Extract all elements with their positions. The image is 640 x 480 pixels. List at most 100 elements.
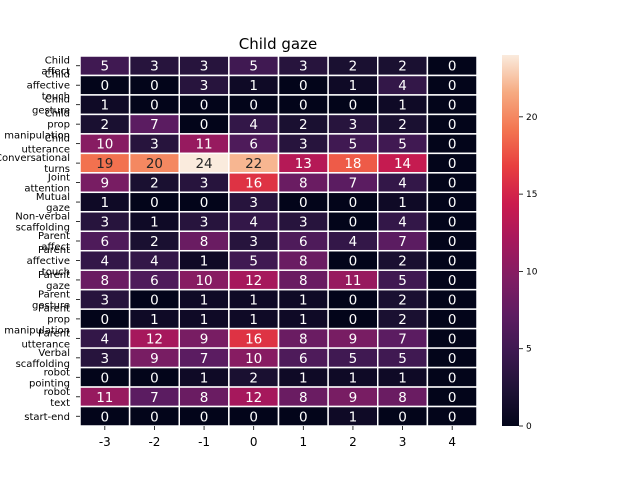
colorbar-tick-label: 20 (526, 113, 538, 123)
cell-value-label: 0 (249, 98, 258, 114)
cell-value-label: 3 (101, 292, 110, 308)
cell-value-label: 0 (448, 351, 457, 367)
cell-value-label: 5 (249, 253, 258, 269)
cell-value-label: 12 (245, 273, 262, 289)
cell-value-label: 0 (349, 292, 358, 308)
cell-value-label: 9 (349, 331, 358, 347)
cell-value-label: 0 (101, 312, 110, 328)
cell-value-label: 5 (349, 351, 358, 367)
cell-value-label: 0 (299, 409, 308, 425)
y-tick-label: Conversational turns (0, 153, 70, 175)
y-tick-label: Parent gesture (32, 289, 70, 311)
y-tick-label: Parent utterance (21, 328, 70, 350)
cell-value-label: 7 (349, 176, 358, 192)
cell-value-label: 3 (249, 234, 258, 250)
cell-value-label: 0 (448, 273, 457, 289)
cell-value-label: 5 (398, 273, 407, 289)
cell-value-label: 20 (146, 156, 163, 172)
cell-value-label: 0 (448, 137, 457, 153)
cell-value-label: 9 (150, 351, 159, 367)
y-tick-label: Joint attention (24, 173, 70, 195)
cell-value-label: 0 (150, 370, 159, 386)
cell-value-label: 0 (448, 215, 457, 231)
cell-value-label: 0 (349, 215, 358, 231)
cell-value-label: 0 (150, 409, 159, 425)
cell-value-label: 2 (349, 59, 358, 75)
colorbar-tick-label: 5 (526, 345, 532, 355)
x-tick-label: 0 (250, 435, 258, 449)
cell-value-label: 0 (448, 390, 457, 406)
cell-value-label: 0 (448, 234, 457, 250)
cell-value-label: 2 (101, 117, 110, 133)
cell-value-label: 11 (195, 137, 212, 153)
cell-value-label: 11 (344, 273, 361, 289)
cell-value-label: 1 (200, 253, 209, 269)
cell-value-label: 8 (101, 273, 110, 289)
cell-value-label: 7 (398, 331, 407, 347)
cell-value-label: 1 (398, 195, 407, 211)
cell-value-label: 8 (299, 253, 308, 269)
cell-value-label: 0 (349, 195, 358, 211)
x-tick-label: 2 (349, 435, 357, 449)
cell-value-label: 1 (200, 370, 209, 386)
y-tick-label: robot text (44, 387, 70, 409)
cell-value-label: 5 (101, 59, 110, 75)
y-tick-label: Child affective touch (27, 70, 70, 103)
cell-value-label: 3 (349, 117, 358, 133)
cell-value-label: 11 (96, 390, 113, 406)
cell-value-label: 1 (398, 370, 407, 386)
cell-value-label: 0 (150, 78, 159, 94)
colorbar-gradient (502, 55, 519, 426)
cell-value-label: 0 (349, 312, 358, 328)
cell-value-label: 0 (150, 292, 159, 308)
cell-value-label: 1 (349, 370, 358, 386)
cell-value-label: 3 (200, 78, 209, 94)
cell-value-label: 3 (200, 215, 209, 231)
y-tick-label: Child utterance (21, 134, 70, 156)
x-tick-label: -2 (148, 435, 160, 449)
cell-value-label: 10 (245, 351, 262, 367)
cell-value-label: 0 (249, 409, 258, 425)
cell-value-label: 1 (150, 312, 159, 328)
cell-value-label: 0 (200, 195, 209, 211)
cell-value-label: 0 (200, 117, 209, 133)
cell-value-label: 8 (299, 390, 308, 406)
cell-value-label: 1 (101, 98, 110, 114)
cell-value-label: 2 (150, 176, 159, 192)
cell-value-label: 0 (448, 312, 457, 328)
cell-value-label: 0 (448, 331, 457, 347)
cell-value-label: 6 (299, 351, 308, 367)
y-tick-label: start-end (24, 412, 70, 423)
cell-value-label: 6 (150, 273, 159, 289)
colorbar-tick-label: 15 (526, 190, 537, 200)
cell-value-label: 8 (299, 331, 308, 347)
cell-value-label: 3 (101, 351, 110, 367)
cell-value-label: 0 (200, 98, 209, 114)
cell-value-label: 3 (299, 137, 308, 153)
cell-value-label: 7 (200, 351, 209, 367)
cell-value-label: 0 (448, 78, 457, 94)
cell-value-label: 0 (448, 253, 457, 269)
cell-value-label: 3 (150, 137, 159, 153)
cell-value-label: 1 (249, 78, 258, 94)
cell-value-label: 6 (101, 234, 110, 250)
cell-value-label: 4 (249, 117, 258, 133)
cell-value-label: 0 (448, 409, 457, 425)
x-tick-label: -1 (198, 435, 210, 449)
cell-value-label: 0 (448, 195, 457, 211)
cell-value-label: 24 (195, 156, 212, 172)
x-tick-label: 4 (448, 435, 456, 449)
cell-value-label: 0 (448, 176, 457, 192)
cell-value-label: 9 (200, 331, 209, 347)
y-tick-label: Verbal scaffolding (16, 348, 70, 370)
y-tick-label: Child affect (41, 56, 70, 78)
cell-value-label: 5 (249, 59, 258, 75)
cell-value-label: 4 (101, 253, 110, 269)
cell-value-label: 0 (299, 195, 308, 211)
y-tick-label: Parent gaze (38, 270, 70, 292)
cell-value-label: 7 (150, 390, 159, 406)
x-tick-label: -3 (99, 435, 111, 449)
cell-value-label: 1 (299, 370, 308, 386)
cell-value-label: 1 (249, 292, 258, 308)
